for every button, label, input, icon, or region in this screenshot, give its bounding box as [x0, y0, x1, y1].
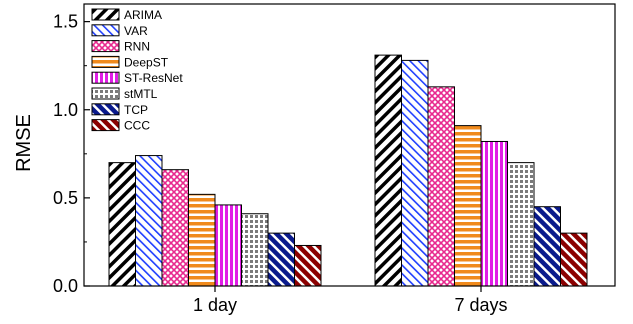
legend-swatch-rnn: [91, 40, 120, 53]
y-tick-label: 0.5: [53, 188, 78, 208]
bar-ccc-7days: [560, 232, 588, 287]
bar-deepst-7days: [454, 125, 482, 287]
legend-swatch-tcp: [91, 103, 120, 116]
legend-swatch-stmtl: [91, 87, 120, 100]
legend-swatch-var: [91, 24, 120, 37]
bar-stmtl-7days: [507, 162, 535, 287]
plot-frame: [83, 3, 616, 287]
bar-arima-7days: [374, 54, 402, 287]
bar-st-resnet-7days: [480, 140, 508, 287]
legend-swatch-st-resnet: [91, 71, 120, 84]
bar-rnn-7days: [427, 86, 455, 287]
legend-swatch-arima: [91, 8, 120, 21]
legend-swatch-deepst: [91, 55, 120, 68]
legend-swatch-ccc: [91, 119, 120, 132]
bar-var-1day: [135, 155, 163, 287]
legend-label-tcp: TCP: [124, 103, 148, 117]
bar-arima-1day: [108, 162, 136, 287]
legend-label-stmtl: stMTL: [124, 87, 158, 101]
bars-group: [108, 54, 588, 287]
legend-label-ccc: CCC: [124, 119, 150, 133]
bar-var-7days: [401, 59, 429, 287]
y-tick-label: 1.0: [53, 100, 78, 120]
legend-label-st-resnet: ST-ResNet: [124, 71, 183, 85]
bar-tcp-1day: [267, 232, 295, 287]
bar-stmtl-1day: [241, 213, 269, 287]
y-axis-title: RMSE: [13, 114, 35, 172]
y-tick-label: 1.5: [53, 12, 78, 32]
x-tick-label: 7 days: [454, 295, 507, 315]
legend-label-var: VAR: [124, 24, 148, 38]
x-tick-label: 1 day: [193, 295, 237, 315]
legend-label-arima: ARIMA: [124, 8, 162, 22]
bar-ccc-1day: [294, 244, 322, 287]
legend-label-deepst: DeepST: [124, 55, 169, 69]
bar-st-resnet-1day: [214, 204, 242, 287]
legend-label-rnn: RNN: [124, 40, 150, 54]
bar-rnn-1day: [161, 169, 189, 287]
y-tick-label: 0.0: [53, 276, 78, 296]
bar-tcp-7days: [533, 206, 561, 287]
bar-deepst-1day: [188, 193, 216, 287]
axes-group: 0.0 0.5 1.0 1.5 1 day 7 days: [53, 3, 616, 315]
